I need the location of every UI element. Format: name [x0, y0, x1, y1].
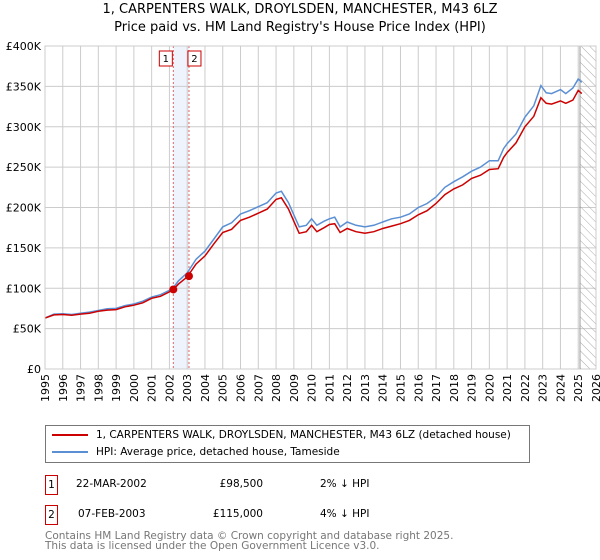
price-chart: 1995 1996 1997 1998 1999 2000 2001 2002 2003 2004…: [6, 40, 600, 402]
x-tick-label: 2022: [519, 374, 532, 402]
legend-swatch-blue: [52, 451, 88, 453]
legend-label-hpi: HPI: Average price, detached house, Tame…: [96, 446, 340, 458]
x-tick-label: 2023: [537, 374, 550, 402]
sale-point: [184, 272, 193, 281]
x-tick-label: 2021: [501, 374, 514, 402]
y-tick-label: £300K: [6, 121, 42, 134]
y-tick-label: £400K: [6, 40, 42, 53]
x-tick-label: 2005: [217, 374, 230, 402]
y-tick-label: £350K: [6, 80, 42, 93]
legend-label-property: 1, CARPENTERS WALK, DROYLSDEN, MANCHESTE…: [96, 429, 511, 441]
transaction-badge: 2: [45, 505, 58, 525]
chart-title: 1, CARPENTERS WALK, DROYLSDEN, MANCHESTE…: [102, 2, 498, 17]
legend: 1, CARPENTERS WALK, DROYLSDEN, MANCHESTE…: [45, 425, 530, 463]
transaction-price: £115,000: [212, 508, 263, 520]
y-tick-label: £200K: [6, 202, 42, 215]
y-tick-label: £50K: [13, 323, 42, 336]
transaction-row: 2 07-FEB-2003 £115,000 4% ↓ HPI: [45, 505, 545, 525]
x-tick-label: 2011: [323, 374, 336, 402]
x-tick-label: 2026: [590, 374, 600, 402]
x-tick-label: 1997: [75, 374, 88, 402]
x-tick-label: 2013: [359, 374, 372, 402]
x-tick-label: 2006: [235, 374, 248, 402]
x-tick-label: 2017: [430, 374, 443, 402]
x-tick-label: 2008: [270, 374, 283, 402]
x-tick-label: 2009: [288, 374, 301, 402]
transaction-date: 07-FEB-2003: [78, 508, 146, 520]
x-tick-label: 2019: [466, 374, 479, 402]
legend-item-property: 1, CARPENTERS WALK, DROYLSDEN, MANCHESTE…: [52, 429, 511, 441]
legend-swatch-red: [52, 434, 88, 436]
property-price-line: [44, 89, 583, 319]
transaction-hpi-diff: 4% ↓ HPI: [320, 508, 370, 520]
hpi-line: [44, 77, 583, 319]
forecast-hatch: [579, 45, 597, 370]
sale-point: [169, 285, 178, 294]
sale-badge: [158, 50, 173, 67]
y-tick-label: £0: [27, 363, 41, 376]
x-tick-label: 2000: [128, 374, 141, 402]
x-tick-label: 1998: [92, 374, 105, 402]
sale-badge-label: 1: [163, 54, 169, 65]
transaction-price: £98,500: [219, 478, 263, 490]
x-tick-label: 2007: [252, 374, 265, 402]
x-tick-label: 2015: [394, 374, 407, 402]
x-tick-label: 2012: [341, 374, 354, 402]
plot-frame: [44, 45, 597, 370]
x-tick-label: 2016: [412, 374, 425, 402]
transaction-date: 22-MAR-2002: [76, 478, 147, 490]
x-tick-label: 2025: [572, 374, 585, 402]
x-tick-label: 2002: [163, 374, 176, 402]
sale-badge: [187, 50, 202, 67]
x-tick-label: 2004: [199, 374, 212, 402]
x-tick-label: 1995: [39, 374, 52, 402]
x-tick-label: 2001: [146, 374, 159, 402]
y-tick-label: £250K: [6, 161, 42, 174]
x-tick-label: 1996: [57, 374, 70, 402]
y-tick-label: £100K: [6, 282, 42, 295]
sale-badge-label: 2: [191, 54, 197, 65]
x-tick-label: 2020: [483, 374, 496, 402]
x-tick-label: 2010: [306, 374, 319, 402]
legend-item-hpi: HPI: Average price, detached house, Tame…: [52, 446, 340, 458]
x-tick-label: 2018: [448, 374, 461, 402]
chart-subtitle: Price paid vs. HM Land Registry's House …: [114, 20, 486, 35]
x-tick-label: 2024: [554, 374, 567, 402]
transaction-hpi-diff: 2% ↓ HPI: [320, 478, 370, 490]
x-tick-label: 1999: [110, 374, 123, 402]
transaction-row: 1 22-MAR-2002 £98,500 2% ↓ HPI: [45, 475, 545, 495]
x-tick-label: 2003: [181, 374, 194, 402]
footer-copyright: Contains HM Land Registry data © Crown c…: [45, 530, 454, 542]
transaction-badge: 1: [45, 475, 58, 495]
x-tick-label: 2014: [377, 374, 390, 402]
y-tick-label: £150K: [6, 242, 42, 255]
footer-licence: This data is licensed under the Open Gov…: [45, 540, 380, 552]
footer: Contains HM Land Registry data © Crown c…: [45, 530, 454, 552]
